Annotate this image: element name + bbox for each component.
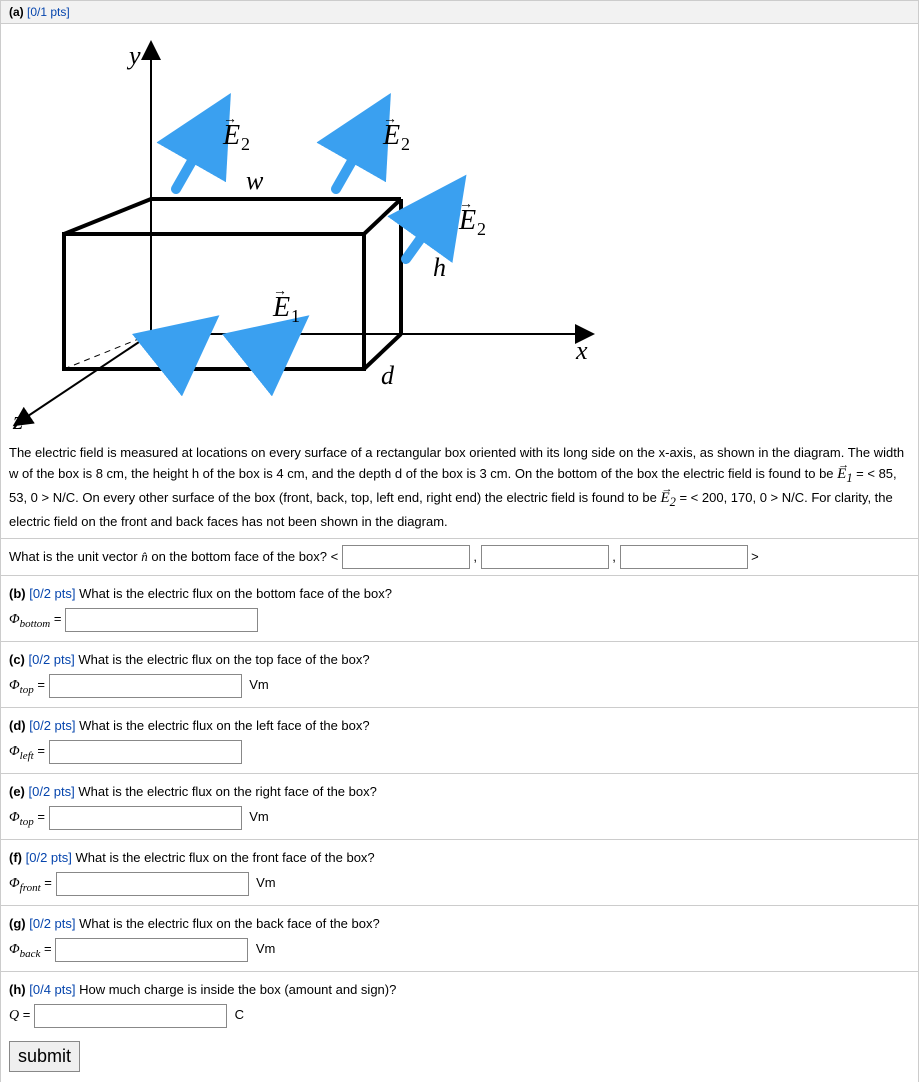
part-c-label: (c)	[9, 652, 25, 667]
unit-e: Vm	[249, 809, 269, 824]
vector-x-input[interactable]	[342, 545, 470, 569]
svg-text:w: w	[246, 166, 264, 195]
part-d-pts: [0/2 pts]	[29, 718, 75, 733]
qa-pre: What is the unit vector	[9, 549, 141, 564]
part-g-pts: [0/2 pts]	[29, 916, 75, 931]
svg-text:→: →	[383, 112, 397, 127]
part-f-pts: [0/2 pts]	[26, 850, 72, 865]
svg-text:z: z	[12, 406, 23, 434]
part-c-q: What is the electric flux on the top fac…	[78, 652, 369, 667]
svg-text:→: →	[459, 197, 473, 212]
unit-h: C	[235, 1007, 244, 1022]
question-b: (b) [0/2 pts] What is the electric flux …	[1, 575, 918, 641]
part-d-q: What is the electric flux on the left fa…	[79, 718, 370, 733]
phi-b: Φbottom	[9, 612, 50, 627]
qa-post: on the bottom face of the box? <	[148, 549, 338, 564]
flux-bottom-input[interactable]	[65, 608, 258, 632]
close-bracket: >	[751, 549, 759, 564]
svg-text:→: →	[223, 112, 237, 127]
part-a-pts: [0/1 pts]	[27, 5, 70, 19]
part-d-label: (d)	[9, 718, 26, 733]
question-c: (c) [0/2 pts] What is the electric flux …	[1, 641, 918, 707]
svg-text:2: 2	[241, 134, 250, 154]
part-e-q: What is the electric flux on the right f…	[78, 784, 376, 799]
unit-f: Vm	[256, 875, 276, 890]
flux-back-input[interactable]	[55, 938, 248, 962]
sep2: ,	[612, 549, 616, 564]
question-h: (h) [0/4 pts] How much charge is inside …	[1, 971, 918, 1035]
part-f-label: (f)	[9, 850, 22, 865]
part-c-pts: [0/2 pts]	[29, 652, 75, 667]
vector-z-input[interactable]	[620, 545, 748, 569]
flux-right-input[interactable]	[49, 806, 242, 830]
part-b-q: What is the electric flux on the bottom …	[79, 586, 392, 601]
part-h-label: (h)	[9, 982, 26, 997]
svg-text:→: →	[273, 284, 287, 299]
charge-input[interactable]	[34, 1004, 227, 1028]
sep1: ,	[473, 549, 477, 564]
part-h-pts: [0/4 pts]	[29, 982, 75, 997]
diagram: y x z w h d E 2 → E 2 → E 2 → E 1 →	[1, 24, 918, 437]
question-d: (d) [0/2 pts] What is the electric flux …	[1, 707, 918, 773]
phi-c: Φtop	[9, 678, 34, 693]
part-b-pts: [0/2 pts]	[29, 586, 75, 601]
question-g: (g) [0/2 pts] What is the electric flux …	[1, 905, 918, 971]
question-a: What is the unit vector n̂ on the bottom…	[1, 538, 918, 576]
phi-f: Φfront	[9, 876, 41, 891]
unit-g: Vm	[256, 941, 276, 956]
part-a-header: (a) [0/1 pts]	[1, 0, 918, 24]
phi-d: Φleft	[9, 744, 34, 759]
vector-y-input[interactable]	[481, 545, 609, 569]
svg-text:2: 2	[477, 219, 486, 239]
svg-text:h: h	[433, 253, 446, 282]
part-a-label: (a)	[9, 5, 24, 19]
svg-text:y: y	[126, 41, 141, 70]
flux-top-input[interactable]	[49, 674, 242, 698]
flux-front-input[interactable]	[56, 872, 249, 896]
svg-text:2: 2	[401, 134, 410, 154]
part-e-label: (e)	[9, 784, 25, 799]
problem-container: (a) [0/1 pts]	[0, 0, 919, 1082]
part-h-q: How much charge is inside the box (amoun…	[79, 982, 396, 997]
question-f: (f) [0/2 pts] What is the electric flux …	[1, 839, 918, 905]
phi-e: Φtop	[9, 810, 34, 825]
submit-button[interactable]: submit	[9, 1041, 80, 1072]
part-b-label: (b)	[9, 586, 26, 601]
problem-description: The electric field is measured at locati…	[1, 437, 918, 538]
e2-symbol: →E2	[660, 487, 675, 512]
question-e: (e) [0/2 pts] What is the electric flux …	[1, 773, 918, 839]
svg-text:d: d	[381, 361, 395, 390]
part-f-q: What is the electric flux on the front f…	[76, 850, 375, 865]
part-g-label: (g)	[9, 916, 26, 931]
flux-left-input[interactable]	[49, 740, 242, 764]
part-g-q: What is the electric flux on the back fa…	[79, 916, 380, 931]
phi-g: Φback	[9, 942, 40, 957]
desc-p1a: The electric field is measured at locati…	[9, 445, 904, 481]
svg-text:1: 1	[291, 306, 300, 326]
part-e-pts: [0/2 pts]	[29, 784, 75, 799]
e1-symbol: →E1	[837, 463, 852, 488]
unit-c: Vm	[249, 677, 269, 692]
svg-text:x: x	[575, 336, 588, 365]
